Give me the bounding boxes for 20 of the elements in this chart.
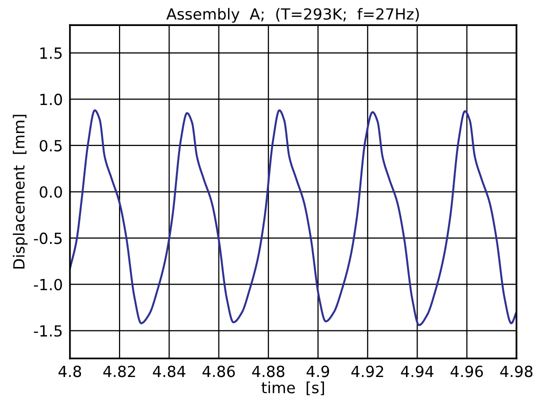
y-tick-label: 1.5 bbox=[40, 48, 62, 59]
x-tick-label: 4.94 bbox=[400, 366, 434, 378]
y-tick-label: 0.5 bbox=[40, 140, 62, 152]
y-axis-title: Displacement [mm] bbox=[12, 114, 28, 268]
x-tick-label: 4.98 bbox=[500, 366, 532, 378]
x-tick-label: 4.82 bbox=[103, 366, 136, 378]
chart-title: Assembly A; (T=293K; f=27Hz) bbox=[166, 8, 419, 23]
x-tick-label: 4.84 bbox=[152, 366, 186, 378]
x-tick-label: 4.92 bbox=[351, 366, 384, 378]
y-tick-label: 1.0 bbox=[40, 94, 62, 106]
x-axis-title: time [s] bbox=[262, 382, 324, 396]
y-tick-label: 0.0 bbox=[40, 186, 62, 198]
x-tick-label: 4.96 bbox=[450, 366, 483, 378]
x-tick-label: 4.8 bbox=[58, 366, 82, 378]
x-tick-label: 4.9 bbox=[306, 366, 330, 378]
x-tick-label: 4.86 bbox=[202, 366, 235, 378]
x-tick-label: 4.88 bbox=[252, 366, 284, 378]
y-tick-label: -0.5 bbox=[34, 232, 62, 244]
y-tick-label: -1.0 bbox=[34, 278, 62, 290]
y-tick-label: -1.5 bbox=[34, 325, 62, 337]
